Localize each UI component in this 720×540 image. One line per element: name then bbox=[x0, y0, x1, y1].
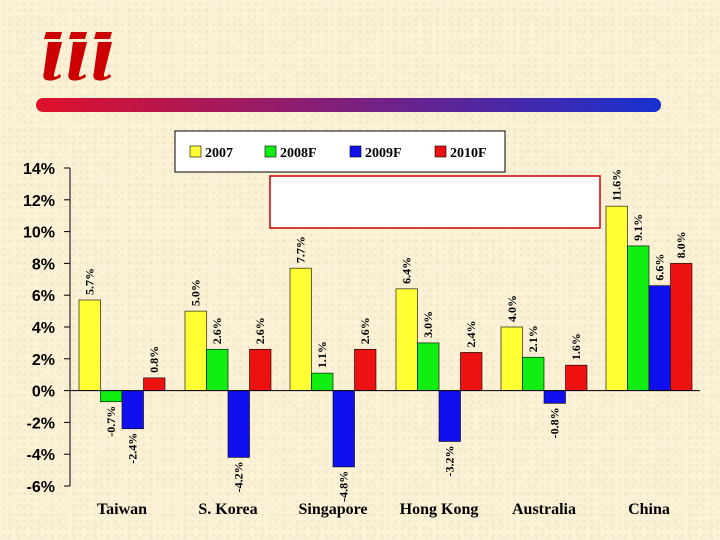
y-tick-label: 0% bbox=[32, 384, 55, 401]
category-label: Australia bbox=[512, 501, 576, 518]
y-tick-label: 8% bbox=[32, 256, 55, 273]
bar-australia-2009f bbox=[543, 390, 566, 404]
bar-singapore-2007 bbox=[289, 267, 312, 391]
bar-taiwan-2010f bbox=[143, 377, 166, 391]
data-labels: 5.7% -0.7% -2.4% 0.8% 5.0% 2.6% -4.2% 2.6% 7.7% 1… bbox=[83, 169, 689, 502]
legend: 2007 2008F 2009F 2010F bbox=[174, 130, 506, 173]
data-label: 5.0% bbox=[189, 279, 203, 306]
bar-taiwan-2009f bbox=[121, 390, 144, 430]
legend-swatch bbox=[434, 145, 447, 158]
category-label: S. Korea bbox=[198, 501, 257, 518]
legend-label: 2008F bbox=[280, 146, 317, 161]
legend-swatch bbox=[189, 145, 202, 158]
y-tick-label: 6% bbox=[32, 288, 55, 305]
bar-china-2008f bbox=[627, 245, 650, 391]
bar-hong-kong-2008f bbox=[417, 342, 440, 391]
legend-swatch bbox=[264, 145, 277, 158]
data-label: 5.7% bbox=[83, 268, 97, 295]
iii-logo bbox=[43, 32, 112, 81]
data-label: 1.6% bbox=[569, 333, 583, 360]
bar-hong-kong-2007 bbox=[395, 288, 418, 391]
data-label: -2.4% bbox=[126, 433, 140, 464]
bar-australia-2007 bbox=[500, 326, 523, 391]
bar-singapore-2008f bbox=[311, 372, 334, 391]
bar-hong-kong-2010f bbox=[460, 352, 483, 391]
data-label: 2.1% bbox=[526, 325, 540, 352]
bar-taiwan-2007 bbox=[78, 299, 101, 391]
category-label: Hong Kong bbox=[400, 501, 479, 518]
bar-s-korea-2010f bbox=[249, 348, 272, 391]
data-label: -4.8% bbox=[337, 471, 351, 502]
data-label: 6.4% bbox=[400, 257, 414, 284]
data-label: -0.8% bbox=[548, 407, 562, 438]
category-labels: Taiwan S. Korea Singapore Hong Kong Australi… bbox=[97, 501, 670, 518]
bar-singapore-2009f bbox=[332, 390, 355, 468]
y-axis-ticks: 14% 12% 10% 8% 6% 4% 2% 0% -2% -4% -6% bbox=[23, 161, 70, 496]
y-tick-label: 4% bbox=[32, 320, 55, 337]
legend-label: 2009F bbox=[365, 146, 402, 161]
bar-australia-2008f bbox=[522, 356, 545, 391]
legend-label: 2007 bbox=[205, 146, 233, 161]
data-label: -3.2% bbox=[443, 445, 457, 476]
data-label: 9.1% bbox=[631, 214, 645, 241]
data-label: 2.6% bbox=[253, 317, 267, 344]
bar-china-2010f bbox=[670, 263, 693, 391]
y-tick-label: -6% bbox=[27, 479, 55, 496]
legend-box bbox=[174, 130, 506, 173]
category-label: Taiwan bbox=[97, 501, 147, 518]
legend-label: 2010F bbox=[450, 146, 487, 161]
bar-hong-kong-2009f bbox=[438, 390, 461, 442]
bar-s-korea-2009f bbox=[227, 390, 250, 458]
data-label: 6.6% bbox=[653, 254, 667, 281]
data-label: 2.6% bbox=[358, 317, 372, 344]
data-label: 8.0% bbox=[674, 231, 688, 258]
bar-s-korea-2007 bbox=[184, 310, 207, 391]
data-label: -0.7% bbox=[104, 406, 118, 437]
data-label: 4.0% bbox=[505, 295, 519, 322]
bar-taiwan-2008f bbox=[100, 390, 123, 403]
y-tick-label: 14% bbox=[23, 161, 55, 178]
legend-swatch bbox=[349, 145, 362, 158]
data-label: 2.6% bbox=[210, 317, 224, 344]
category-label: China bbox=[628, 501, 670, 518]
bar-australia-2010f bbox=[565, 364, 588, 391]
title-divider-bar bbox=[36, 98, 661, 112]
data-label: 2.4% bbox=[464, 320, 478, 347]
y-tick-label: 10% bbox=[23, 225, 55, 242]
data-label: -4.2% bbox=[232, 461, 246, 492]
bar-china-2007 bbox=[605, 205, 628, 391]
y-tick-label: -2% bbox=[27, 415, 55, 432]
bar-china-2009f bbox=[648, 285, 671, 391]
data-label: 0.8% bbox=[147, 346, 161, 373]
data-label: 11.6% bbox=[610, 169, 624, 201]
data-label: 1.1% bbox=[315, 341, 329, 368]
data-label: 3.0% bbox=[421, 311, 435, 338]
y-tick-label: 12% bbox=[23, 193, 55, 210]
bars-layer bbox=[78, 205, 693, 468]
category-label: Singapore bbox=[298, 501, 367, 518]
bar-singapore-2010f bbox=[354, 348, 377, 391]
data-label: 7.7% bbox=[294, 236, 308, 263]
y-tick-label: 2% bbox=[32, 352, 55, 369]
bar-s-korea-2008f bbox=[206, 348, 229, 391]
blank-annotation-box bbox=[269, 175, 601, 229]
y-tick-label: -4% bbox=[27, 447, 55, 464]
